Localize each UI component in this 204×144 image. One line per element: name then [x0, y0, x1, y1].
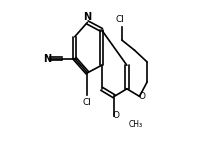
- Text: O: O: [137, 92, 144, 101]
- Text: N: N: [83, 12, 91, 21]
- Text: O: O: [112, 111, 119, 120]
- Text: CH₃: CH₃: [128, 120, 142, 129]
- Text: Cl: Cl: [83, 98, 91, 107]
- Text: Cl: Cl: [115, 15, 124, 24]
- Text: N: N: [43, 54, 51, 64]
